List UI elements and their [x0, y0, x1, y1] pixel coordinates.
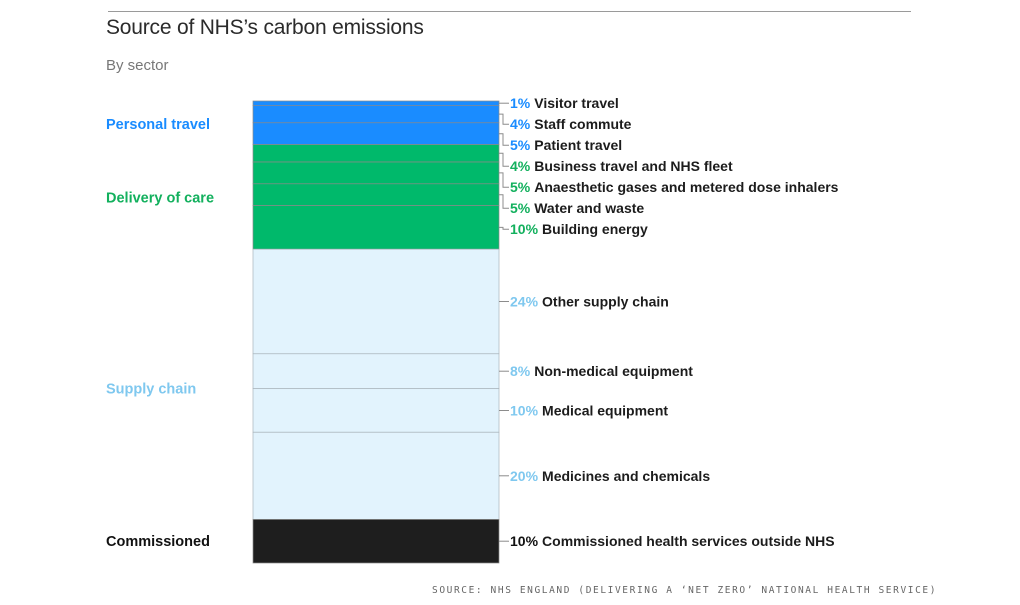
segment-value: 10%: [510, 221, 539, 237]
bar-segment: [252, 388, 500, 433]
chart-subtitle: By sector: [106, 57, 169, 74]
leader-line: [499, 194, 509, 209]
group-label: Personal travel: [106, 117, 210, 133]
bar-segment: [252, 183, 500, 206]
segment-value: 1%: [510, 95, 531, 111]
segment-label: 10% Commissioned health services outside …: [510, 533, 835, 549]
bar-segment: [252, 205, 500, 250]
segment-value: 24%: [510, 294, 539, 310]
top-rule: [108, 11, 911, 12]
segment-value: 10%: [510, 533, 539, 549]
segment-label: 10% Building energy: [510, 221, 648, 237]
segment-label: 1% Visitor travel: [510, 95, 619, 111]
segment-name: Visitor travel: [534, 95, 619, 111]
segment-name: Anaesthetic gases and metered dose inhal…: [534, 179, 838, 195]
segment-name: Other supply chain: [542, 294, 669, 310]
segment-value: 10%: [510, 403, 539, 419]
leader-line: [499, 172, 509, 188]
leader-line: [499, 226, 509, 230]
segment-value: 20%: [510, 468, 539, 484]
segment-label: 5% Anaesthetic gases and metered dose inh…: [510, 179, 839, 195]
chart-title: Source of NHS’s carbon emissions: [106, 16, 424, 39]
segment-name: Non-medical equipment: [534, 363, 693, 379]
bar-segment: [252, 519, 500, 564]
segment-label: 8% Non-medical equipment: [510, 363, 693, 379]
segment-name: Business travel and NHS fleet: [534, 158, 733, 174]
leader-line: [499, 113, 509, 125]
bar-segment: [252, 105, 500, 124]
group-label: Commissioned: [106, 534, 210, 550]
bar-segment: [252, 161, 500, 185]
segment-name: Staff commute: [534, 116, 631, 132]
segment-label: 4% Business travel and NHS fleet: [510, 158, 733, 174]
segment-name: Patient travel: [534, 137, 622, 153]
source-note: SOURCE: NHS ENGLAND (DELIVERING A ‘NET Z…: [432, 585, 938, 596]
segment-name: Building energy: [542, 221, 648, 237]
bar-segment: [252, 122, 500, 145]
segment-value: 5%: [510, 200, 531, 216]
segment-label: 5% Patient travel: [510, 137, 622, 153]
segment-value: 5%: [510, 179, 531, 195]
group-label: Delivery of care: [106, 191, 214, 207]
leader-line: [499, 133, 509, 146]
leader-line: [499, 152, 509, 167]
bar-segment: [252, 431, 500, 520]
bar-segment: [252, 353, 500, 390]
segment-name: Commissioned health services outside NHS: [542, 533, 835, 549]
segment-label: 24% Other supply chain: [510, 294, 669, 310]
segment-value: 4%: [510, 158, 531, 174]
segment-value: 4%: [510, 116, 531, 132]
segment-value: 5%: [510, 137, 531, 153]
segment-label: 5% Water and waste: [510, 200, 644, 216]
segment-label: 10% Medical equipment: [510, 403, 668, 419]
segment-name: Water and waste: [534, 200, 644, 216]
bar-segment: [252, 248, 500, 355]
segment-name: Medical equipment: [542, 403, 668, 419]
bar-segment: [252, 144, 500, 163]
segment-value: 8%: [510, 363, 531, 379]
segment-label: 20% Medicines and chemicals: [510, 468, 710, 484]
segment-label: 4% Staff commute: [510, 116, 632, 132]
segment-name: Medicines and chemicals: [542, 468, 710, 484]
group-label: Supply chain: [106, 382, 196, 398]
bar-segment: [252, 100, 500, 106]
